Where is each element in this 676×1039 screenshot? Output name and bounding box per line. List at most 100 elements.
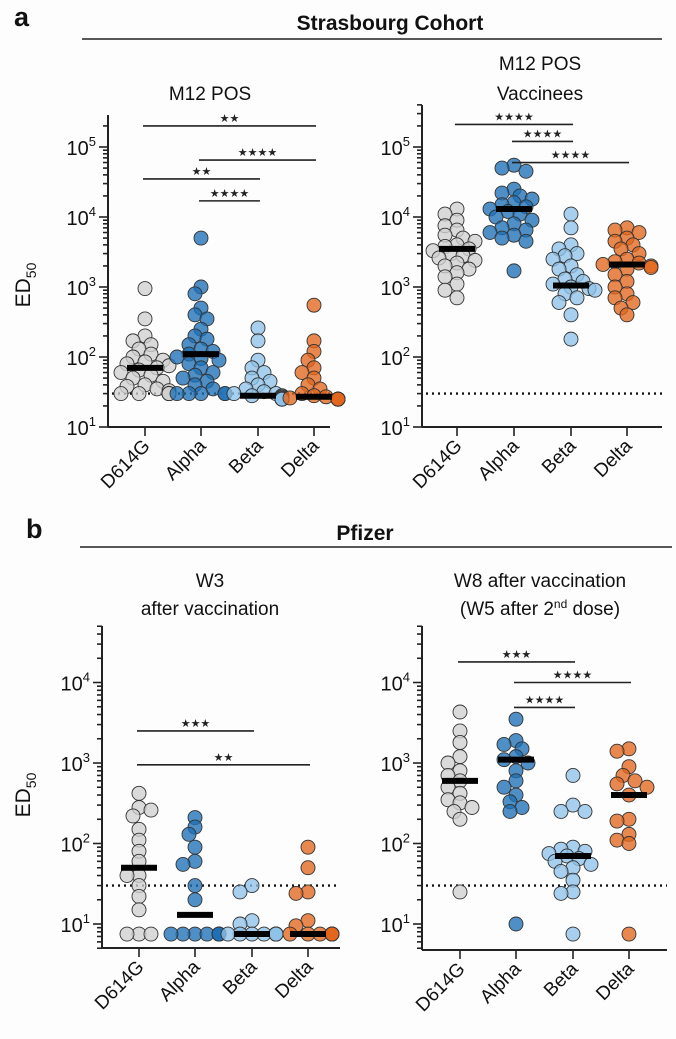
data-point-d614g	[137, 281, 153, 297]
significance-label: ★★	[220, 112, 240, 125]
y-tick-label: 103	[381, 274, 410, 300]
y-tick-label: 102	[381, 831, 410, 857]
data-point-d614g	[437, 282, 453, 298]
data-point-alpha	[518, 233, 534, 249]
data-point-alpha	[508, 916, 524, 932]
data-point-delta	[324, 926, 340, 942]
y-tick-label: 103	[67, 274, 96, 300]
data-point-beta	[244, 878, 260, 894]
data-point-d614g	[437, 269, 453, 285]
group-title-b: Pfizer	[336, 522, 393, 545]
x-tick-label-beta: Beta	[538, 435, 581, 478]
data-point-beta	[553, 804, 569, 819]
x-tick-label-d614g: D614G	[97, 436, 154, 493]
data-point-alpha	[494, 160, 510, 176]
x-tick-label-alpha: Alpha	[476, 958, 526, 1008]
data-point-delta	[609, 743, 625, 759]
data-point-beta	[563, 220, 579, 236]
data-point-alpha	[482, 225, 498, 240]
data-point-delta	[631, 225, 647, 240]
data-point-delta	[621, 741, 637, 757]
data-point-beta	[587, 282, 603, 298]
data-point-beta	[563, 307, 579, 323]
data-point-delta	[621, 836, 637, 851]
data-point-delta	[288, 885, 304, 901]
data-point-beta	[565, 926, 581, 942]
data-point-alpha	[169, 386, 185, 402]
x-tick-label-alpha: Alpha	[474, 435, 524, 485]
significance-label: ★★★	[502, 648, 532, 661]
data-point-d614g	[131, 888, 147, 904]
significance-label: ★★★★	[553, 669, 593, 682]
data-point-d614g	[440, 755, 456, 771]
data-point-beta	[268, 926, 284, 942]
subplot-title: Vaccinees	[497, 84, 583, 105]
data-point-delta	[282, 390, 298, 406]
significance-label: ★★	[214, 751, 234, 764]
x-tick-label-delta: Delta	[590, 435, 637, 482]
y-tick-label: 104	[67, 204, 96, 230]
data-point-alpha	[496, 779, 512, 795]
data-point-delta	[330, 391, 346, 407]
y-tick-label: 101	[381, 911, 410, 937]
x-tick-label-d614g: D614G	[91, 957, 148, 1014]
data-point-delta	[621, 926, 637, 942]
data-point-beta	[563, 331, 579, 347]
data-point-beta	[250, 333, 266, 349]
data-point-d614g	[119, 926, 135, 942]
y-tick-label: 104	[381, 204, 410, 230]
data-point-alpha	[163, 926, 179, 942]
subplot-title: after vaccination	[141, 599, 279, 620]
data-point-beta	[565, 768, 581, 783]
group-title-a: Strasbourg Cohort	[297, 12, 484, 35]
data-point-alpha	[187, 839, 203, 855]
panel-letter-a: a	[14, 2, 30, 32]
y-tick-label: 105	[67, 134, 96, 160]
data-point-alpha	[496, 736, 512, 752]
data-point-beta	[232, 884, 248, 900]
data-point-d614g	[125, 808, 141, 824]
data-point-alpha	[187, 878, 203, 894]
significance-label: ★★★★	[525, 693, 565, 706]
x-tick-label-beta: Beta	[540, 958, 583, 1001]
data-point-delta	[300, 839, 316, 855]
y-tick-label: 101	[61, 911, 90, 937]
data-point-d614g	[131, 785, 147, 801]
data-point-d614g	[143, 926, 159, 942]
data-point-delta	[609, 776, 625, 792]
x-tick-label-alpha: Alpha	[161, 435, 211, 485]
data-point-alpha	[506, 263, 522, 279]
data-point-beta	[553, 863, 569, 879]
x-tick-label-beta: Beta	[225, 435, 268, 478]
data-point-delta	[643, 260, 659, 275]
y-tick-label: 102	[67, 344, 96, 370]
y-axis-label: ED50	[12, 772, 39, 817]
data-point-d614g	[113, 386, 129, 402]
y-tick-label: 103	[381, 750, 410, 776]
significance-label: ★★★★	[551, 149, 591, 162]
data-point-delta	[625, 295, 641, 310]
plot-b-left: W3 after vaccination ED50 101 102 103 104 D614G…	[12, 571, 340, 1014]
data-point-alpha	[508, 711, 524, 727]
data-point-d614g	[131, 386, 147, 402]
data-point-d614g	[449, 290, 465, 306]
plot-b-right: W8 after vaccination (W5 after 2nd dose) 1…	[381, 571, 667, 1016]
data-point-d614g	[113, 365, 129, 380]
y-tick-label: 101	[381, 414, 410, 440]
data-point-beta	[226, 386, 242, 402]
data-point-delta	[619, 307, 635, 323]
data-point-delta	[627, 773, 643, 789]
significance-label: ★★★★	[494, 110, 534, 123]
x-tick-label-beta: Beta	[219, 956, 262, 999]
subplot-title: M12 POS	[499, 54, 581, 75]
data-point-delta	[300, 860, 316, 876]
data-point-alpha	[187, 892, 203, 908]
y-axis-label: ED50	[12, 262, 39, 307]
data-point-beta	[551, 295, 567, 310]
y-tick-label: 102	[381, 344, 410, 370]
data-point-alpha	[518, 163, 534, 179]
plot-a-left: M12 POS ED50 101 102 103 104 105 D614G Alpha Beta…	[12, 84, 346, 493]
data-point-alpha	[181, 826, 197, 842]
data-point-beta	[565, 797, 581, 813]
y-tick-label: 103	[61, 750, 90, 776]
